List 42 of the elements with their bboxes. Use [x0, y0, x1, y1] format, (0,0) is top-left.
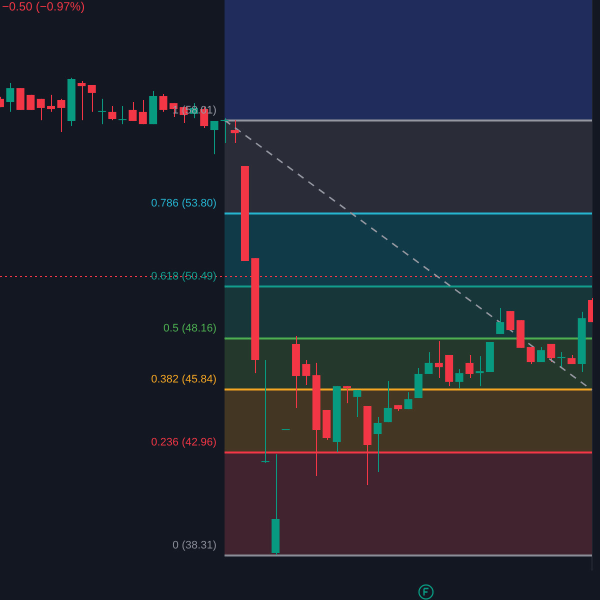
candlestick	[374, 416, 382, 472]
candlestick	[128, 101, 137, 122]
candlestick	[36, 98, 45, 121]
candlestick	[404, 392, 412, 410]
ref-line-label: 0 (38.31)	[172, 540, 217, 552]
ref-line-label: 0.382 (45.84)	[151, 374, 217, 386]
candlestick	[434, 340, 443, 378]
candlestick	[455, 368, 464, 389]
ref-line-label: 0.786 (53.80)	[151, 198, 217, 210]
candlestick	[6, 82, 14, 112]
candlestick	[353, 390, 362, 418]
ref-line-label: 0.5 (48.16)	[163, 322, 217, 335]
candlestick	[230, 120, 239, 144]
annotation: −0.50 (−0.97%)	[2, 0, 85, 14]
candlestick	[384, 380, 392, 423]
candlestick	[26, 94, 35, 110]
candlestick	[547, 343, 556, 363]
candlestick	[210, 120, 218, 155]
candlestick	[557, 352, 566, 368]
ref-line-label: 0.236 (42.96)	[151, 436, 217, 449]
ref-line-label: 0.618 (50.49)	[151, 270, 217, 283]
candlestick	[536, 346, 545, 363]
candlestick	[302, 360, 310, 386]
candlestick	[496, 307, 504, 335]
candlestick	[47, 94, 56, 112]
candlestick	[220, 118, 229, 144]
candlestick	[98, 98, 106, 125]
candlestick	[57, 98, 66, 133]
candlestick	[118, 105, 126, 125]
candlestick	[466, 354, 474, 378]
candlestick	[138, 100, 147, 125]
candlestick	[159, 94, 168, 112]
candlestick	[526, 346, 535, 365]
candlestick	[78, 80, 86, 121]
candlestick	[476, 356, 484, 387]
candlestick	[88, 84, 96, 112]
candlestick	[343, 386, 352, 404]
candlestick	[16, 88, 24, 110]
candlestick	[424, 352, 433, 374]
candlestick	[108, 105, 116, 121]
candlestick	[506, 310, 514, 331]
candlestick	[261, 360, 270, 464]
